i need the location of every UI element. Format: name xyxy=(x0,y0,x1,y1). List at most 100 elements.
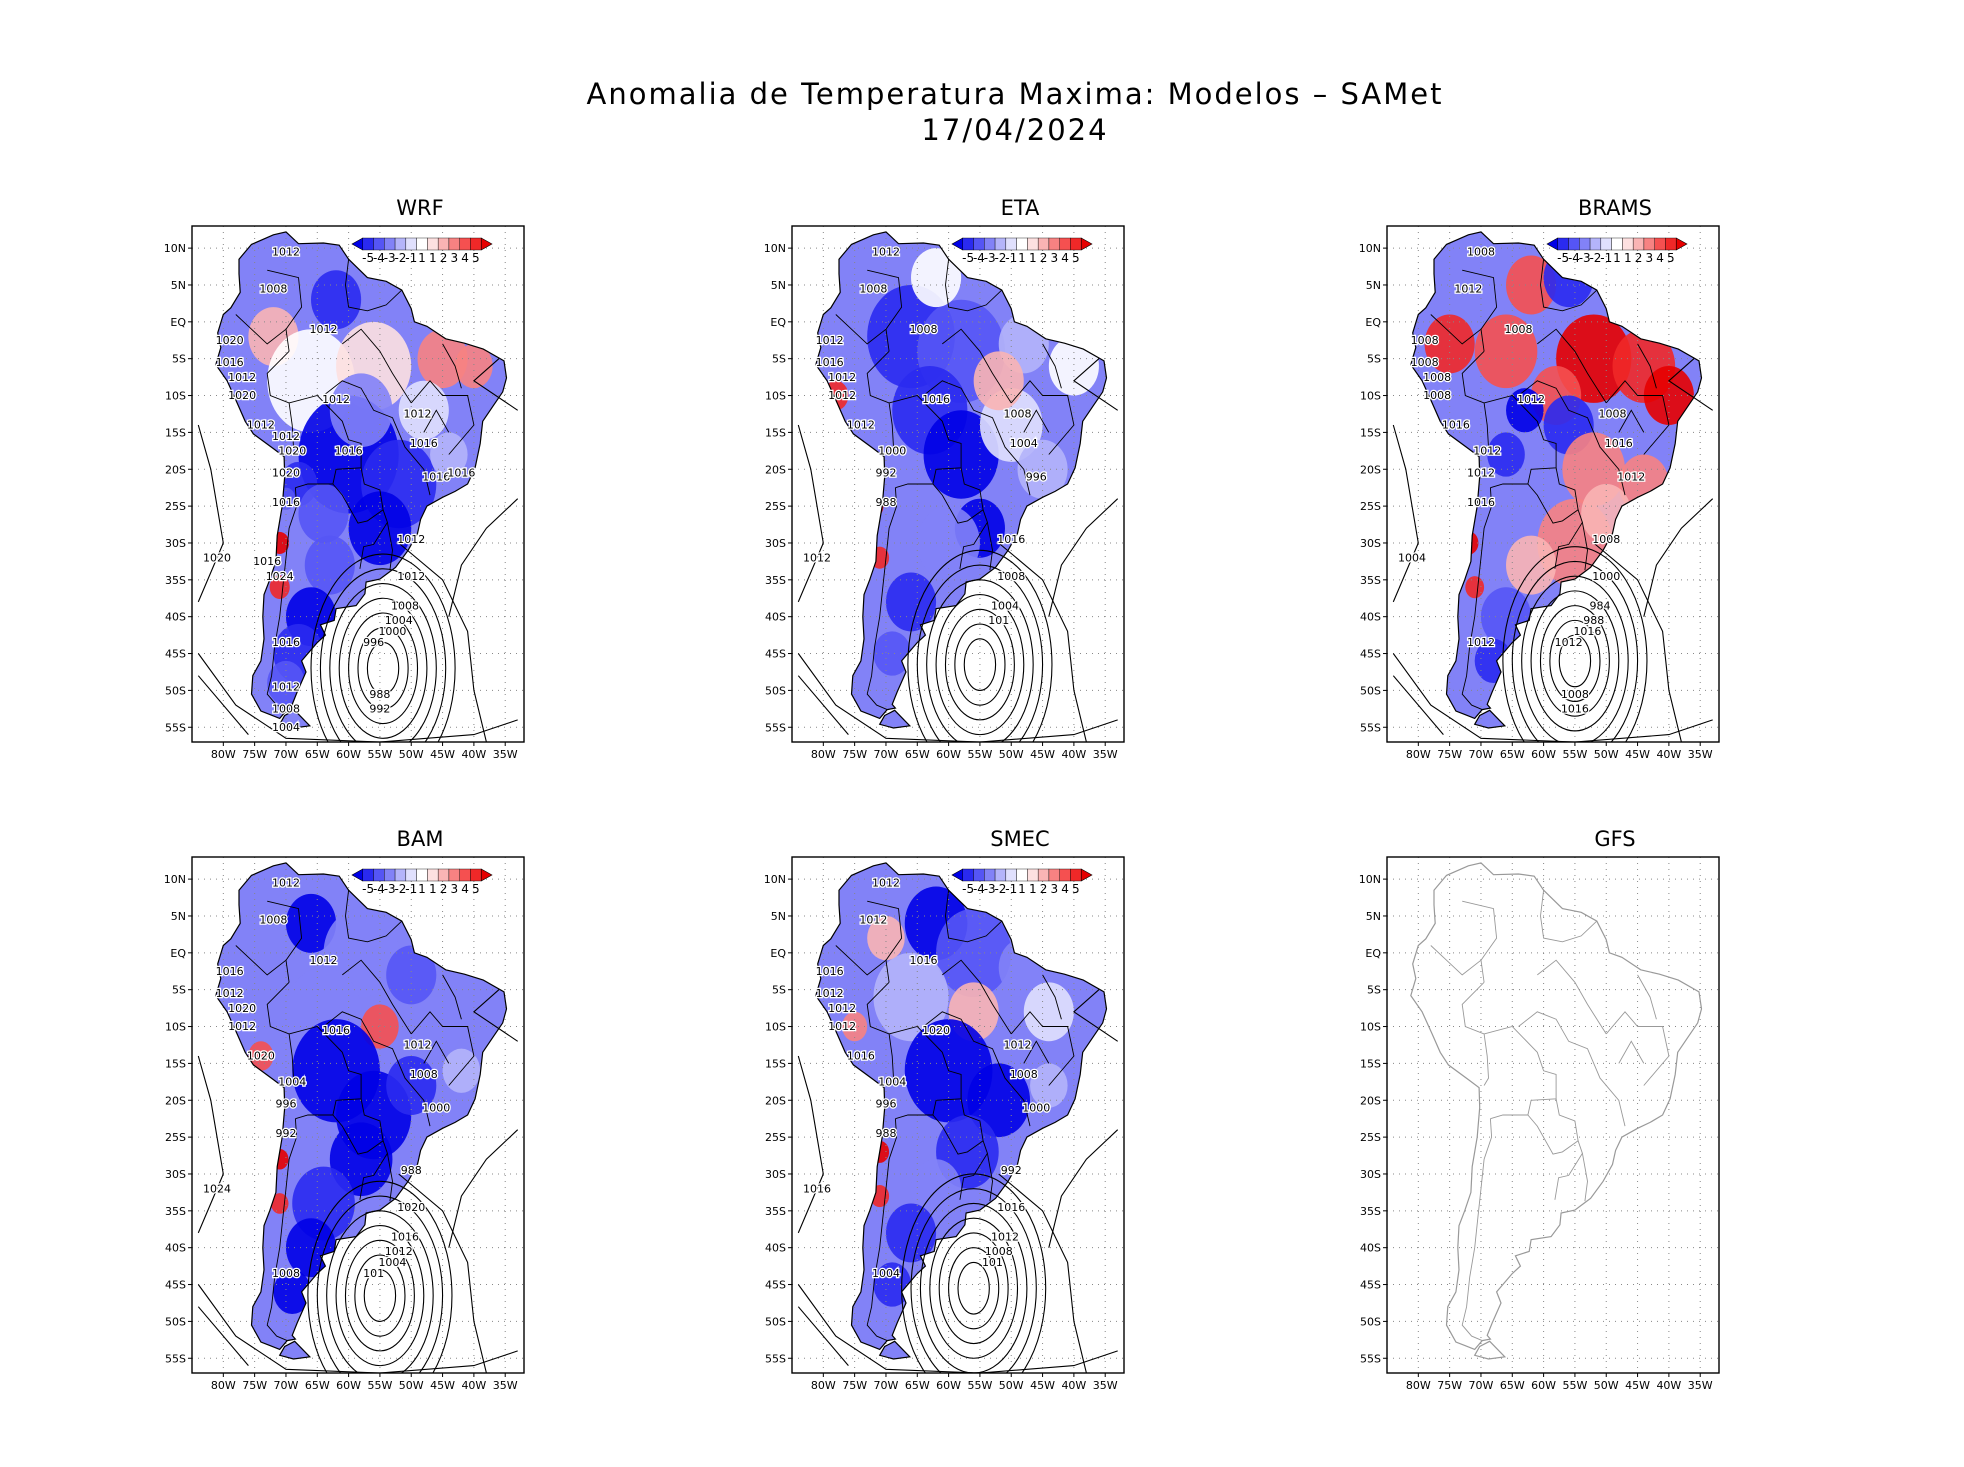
isobar-line xyxy=(366,641,400,695)
isobar-line xyxy=(363,1269,397,1322)
isobar-label: 1000 xyxy=(1022,1101,1050,1114)
lon-tick-label: 60W xyxy=(1531,748,1556,761)
lon-tick-label: 80W xyxy=(1406,748,1431,761)
axis-labels: 10N 5N EQ 5S 10S 15S 20S 25S 30S 35S 40S 45S 50S 55S 8… xyxy=(164,873,518,1392)
isobar-labels: 1008101210081008100810081008101610121008… xyxy=(1397,244,1647,717)
isobar-line xyxy=(335,1225,425,1367)
isobar-label: 984 xyxy=(1589,599,1610,612)
lon-tick-label: 60W xyxy=(936,1379,961,1392)
colorbar-label: -4 xyxy=(1568,251,1580,265)
isobar-line xyxy=(1392,653,1713,742)
colorbar: -5-4-3-2-1 1 1 2 3 4 5 xyxy=(951,237,1093,265)
country-border xyxy=(866,350,894,455)
isobar-line xyxy=(797,675,849,735)
isobar-line xyxy=(197,1055,224,1234)
map-canvas: 1012100810081012101610121012101210161008… xyxy=(764,225,1125,761)
map-frame: 1012 1012 1016 1016 1012 1012 1012 1016 1020 1012… xyxy=(760,827,1280,1467)
colorbar-swatch xyxy=(1568,237,1580,251)
anomaly-cell xyxy=(1618,454,1669,514)
lon-tick-label: 60W xyxy=(1531,1379,1556,1392)
lat-tick-label: 25S xyxy=(765,1131,786,1144)
map-border xyxy=(1386,225,1720,743)
isobar-label: 1016 xyxy=(803,1182,831,1195)
country-border xyxy=(332,467,384,524)
colorbar-label: -5 xyxy=(362,251,374,265)
isobar-label: 1008 xyxy=(1423,389,1451,402)
lon-tick-label: 35W xyxy=(1093,748,1118,761)
isobars xyxy=(197,358,519,742)
colorbar-swatch xyxy=(1027,237,1039,251)
lat-tick-label: 15S xyxy=(1360,1057,1381,1070)
lon-tick-label: 80W xyxy=(211,748,236,761)
map-canvas: 10N 5N EQ 5S 10S 15S 20S 25S 30S 35S 40S 45S 50S 55S 8… xyxy=(1359,856,1720,1392)
coastline xyxy=(815,231,1108,729)
panel-title: SMEC xyxy=(990,827,1050,851)
country-border xyxy=(1581,522,1588,571)
country-border xyxy=(945,890,1003,943)
lon-tick-label: 55W xyxy=(367,1379,392,1392)
lat-tick-label: 35S xyxy=(765,1205,786,1218)
lat-tick-label: 45S xyxy=(165,1279,186,1292)
lat-tick-label: 30S xyxy=(1360,1168,1381,1181)
lat-tick-label: 35S xyxy=(165,1205,186,1218)
lat-tick-label: 20S xyxy=(765,1094,786,1107)
isobar-label: 988 xyxy=(1583,614,1604,627)
isobar-line xyxy=(319,568,447,742)
isobar-label: 1008 xyxy=(1599,408,1627,421)
colorbar-swatch xyxy=(1048,237,1060,251)
isobar-label: 1012 xyxy=(872,876,900,889)
lat-tick-label: 55S xyxy=(765,721,786,734)
country-border xyxy=(267,269,303,352)
isobar-label: 1012 xyxy=(310,323,338,336)
colorbar-arrow-high xyxy=(1080,237,1093,251)
isobar-label: 101 xyxy=(363,1267,384,1280)
isobar-label: 1012 xyxy=(828,1002,856,1015)
isobar-line xyxy=(348,612,419,725)
lat-tick-label: 10S xyxy=(765,390,786,403)
country-border xyxy=(442,974,462,1020)
colorbar-arrow-high xyxy=(480,237,493,251)
colorbar-swatch xyxy=(962,868,974,882)
colorbar-swatch xyxy=(1654,237,1666,251)
isobar-label: 1012 xyxy=(397,570,425,583)
isobar-labels: 1012101210161016101210121012101610201012… xyxy=(802,875,1052,1281)
lon-tick-label: 50W xyxy=(399,1379,424,1392)
lon-tick-label: 50W xyxy=(1594,1379,1619,1392)
colorbar-swatch xyxy=(416,868,428,882)
colorbar-label: -3 xyxy=(1579,251,1591,265)
anomaly-cell xyxy=(329,373,393,448)
lat-tick-label: EQ xyxy=(170,316,186,329)
isobar-line xyxy=(957,1261,990,1315)
isobar-label: 1008 xyxy=(1004,408,1032,421)
isobar-label: 1008 xyxy=(1592,533,1620,546)
colorbar-swatch xyxy=(973,237,985,251)
lon-tick-label: 45W xyxy=(1030,1379,1055,1392)
isobar-label: 996 xyxy=(275,1098,296,1111)
colorbar-swatch xyxy=(437,868,450,882)
colorbar-label: 3 xyxy=(1645,251,1653,265)
country-border xyxy=(266,981,294,1086)
colorbar-label: -3 xyxy=(984,251,996,265)
isobar-labels: 1012100810081012101610121012101210161008… xyxy=(802,244,1048,628)
isobar-label: 1012 xyxy=(1617,470,1645,483)
anomaly-cell xyxy=(455,343,493,389)
isobar-line xyxy=(1392,675,1444,735)
isobar-label: 1016 xyxy=(253,555,281,568)
isobar-line xyxy=(1539,605,1610,717)
country-border xyxy=(932,1098,984,1155)
grid-lines xyxy=(192,857,524,1373)
country-border xyxy=(1527,1098,1579,1155)
lon-tick-label: 40W xyxy=(1656,1379,1681,1392)
lon-tick-label: 75W xyxy=(842,748,867,761)
isobars xyxy=(797,358,1119,742)
country-border xyxy=(888,394,962,489)
colorbar-label: 1 xyxy=(1018,251,1026,265)
country-borders xyxy=(835,890,1075,1342)
isobar-label: 1000 xyxy=(422,1101,450,1114)
axis-labels: 10N 5N EQ 5S 10S 15S 20S 25S 30S 35S 40S 45S 50S 55S 8… xyxy=(764,242,1118,761)
lat-tick-label: 10S xyxy=(1360,390,1381,403)
colorbar-label: -4 xyxy=(973,882,985,896)
lat-tick-label: 25S xyxy=(765,500,786,513)
country-border xyxy=(1430,945,1482,976)
lon-tick-label: 60W xyxy=(336,748,361,761)
